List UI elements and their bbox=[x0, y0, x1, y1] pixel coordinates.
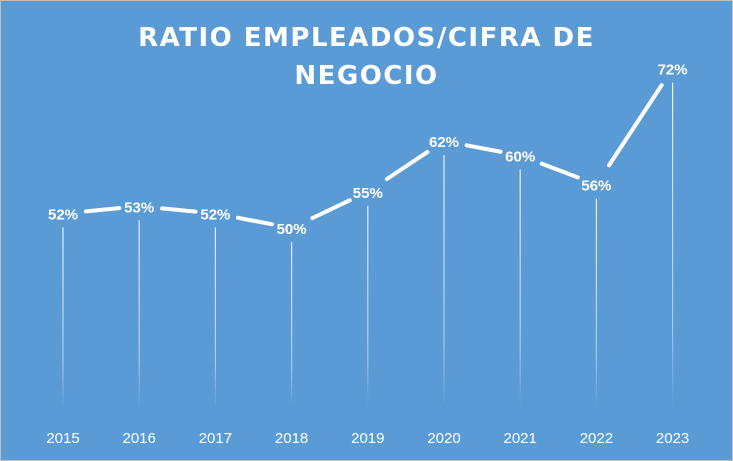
series-segment-2017-2018 bbox=[235, 215, 274, 227]
drop-line-2017 bbox=[214, 227, 216, 407]
data-label-2017: 52% bbox=[200, 207, 230, 224]
data-label-2021: 60% bbox=[505, 149, 535, 166]
x-tick-label-2016: 2016 bbox=[123, 430, 156, 447]
drop-line-2021 bbox=[519, 169, 521, 407]
x-tick-label-2018: 2018 bbox=[275, 430, 308, 447]
drop-line-2018 bbox=[291, 242, 293, 407]
data-label-2020: 62% bbox=[429, 134, 459, 151]
series-segment-2016-2017 bbox=[160, 206, 198, 214]
drop-lines bbox=[62, 82, 674, 407]
series-segment-2015-2016 bbox=[83, 206, 122, 214]
drop-line-2015 bbox=[62, 227, 64, 407]
drop-line-2019 bbox=[367, 205, 369, 407]
data-labels: 52% 53% 52% 50% 55% 62% 60% 56% 72% bbox=[48, 62, 688, 239]
data-label-2019: 55% bbox=[353, 185, 383, 202]
drop-line-2020 bbox=[443, 155, 445, 407]
x-tick-label-2019: 2019 bbox=[351, 430, 384, 447]
data-label-2023: 72% bbox=[658, 62, 688, 79]
x-axis: 2015 2016 2017 2018 2019 2020 2021 2022 2023 bbox=[46, 430, 689, 447]
series-segment-2021-2022 bbox=[539, 161, 580, 180]
data-label-2015: 52% bbox=[48, 207, 78, 224]
series-line bbox=[83, 83, 664, 227]
x-tick-label-2021: 2021 bbox=[504, 430, 537, 447]
series-segment-2019-2020 bbox=[384, 150, 430, 182]
data-label-2018: 50% bbox=[277, 221, 307, 238]
drop-line-2022 bbox=[595, 198, 597, 407]
chart-title-line-2: NEGOCIO bbox=[294, 61, 439, 91]
x-tick-label-2023: 2023 bbox=[656, 430, 689, 447]
series-segment-2022-2023 bbox=[607, 83, 664, 168]
x-tick-label-2022: 2022 bbox=[580, 430, 613, 447]
x-tick-label-2020: 2020 bbox=[427, 430, 460, 447]
data-label-2016: 53% bbox=[124, 199, 154, 216]
x-tick-label-2017: 2017 bbox=[199, 430, 232, 447]
chart-title-line-1: RATIO EMPLEADOS/CIFRA DE bbox=[138, 23, 595, 53]
data-label-2022: 56% bbox=[581, 178, 611, 195]
x-tick-label-2015: 2015 bbox=[46, 430, 79, 447]
series-segment-2018-2019 bbox=[310, 198, 352, 221]
drop-line-2016 bbox=[138, 220, 140, 407]
series-segment-2020-2021 bbox=[464, 143, 503, 154]
chart-title: RATIO EMPLEADOS/CIFRA DE NEGOCIO bbox=[1, 19, 732, 95]
drop-line-2023 bbox=[672, 82, 674, 407]
